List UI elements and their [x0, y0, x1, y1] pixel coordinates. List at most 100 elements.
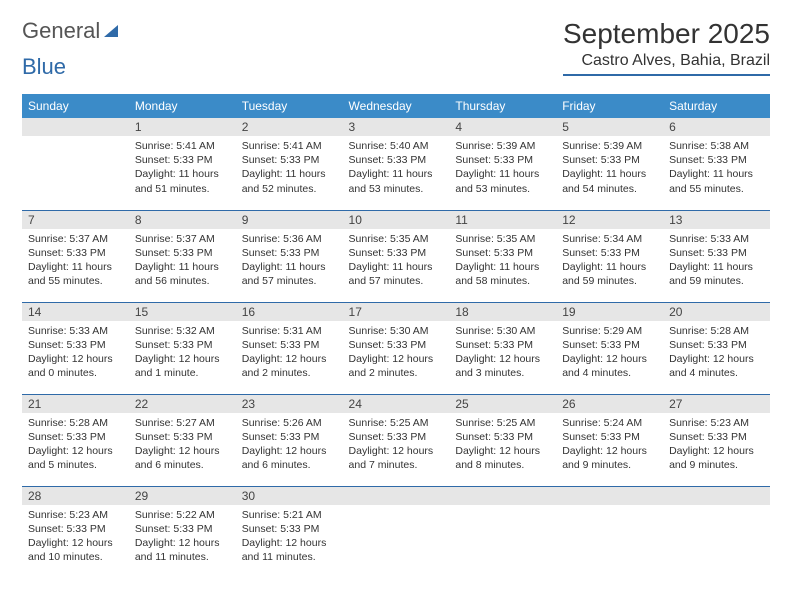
calendar-cell: 30Sunrise: 5:21 AMSunset: 5:33 PMDayligh…: [236, 486, 343, 578]
sunset-text: Sunset: 5:33 PM: [28, 338, 123, 352]
calendar-cell: 24Sunrise: 5:25 AMSunset: 5:33 PMDayligh…: [343, 394, 450, 486]
weekday-header: Thursday: [449, 94, 556, 118]
calendar-cell: 19Sunrise: 5:29 AMSunset: 5:33 PMDayligh…: [556, 302, 663, 394]
location-subtitle: Castro Alves, Bahia, Brazil: [563, 52, 770, 76]
weekday-header: Tuesday: [236, 94, 343, 118]
day-data: Sunrise: 5:41 AMSunset: 5:33 PMDaylight:…: [236, 136, 343, 201]
calendar-head: SundayMondayTuesdayWednesdayThursdayFrid…: [22, 94, 770, 118]
sunset-text: Sunset: 5:33 PM: [455, 338, 550, 352]
day-data: Sunrise: 5:41 AMSunset: 5:33 PMDaylight:…: [129, 136, 236, 201]
daylight-text: Daylight: 11 hours and 53 minutes.: [455, 167, 550, 195]
calendar-cell: 23Sunrise: 5:26 AMSunset: 5:33 PMDayligh…: [236, 394, 343, 486]
sunrise-text: Sunrise: 5:29 AM: [562, 324, 657, 338]
day-data: Sunrise: 5:23 AMSunset: 5:33 PMDaylight:…: [22, 505, 129, 570]
calendar-cell: 15Sunrise: 5:32 AMSunset: 5:33 PMDayligh…: [129, 302, 236, 394]
sunset-text: Sunset: 5:33 PM: [669, 430, 764, 444]
sunrise-text: Sunrise: 5:36 AM: [242, 232, 337, 246]
calendar-cell: 21Sunrise: 5:28 AMSunset: 5:33 PMDayligh…: [22, 394, 129, 486]
day-number: 22: [129, 395, 236, 413]
day-number: 24: [343, 395, 450, 413]
day-number-empty: [22, 118, 129, 136]
logo: General: [22, 18, 120, 44]
sunset-text: Sunset: 5:33 PM: [455, 246, 550, 260]
title-block: September 2025 Castro Alves, Bahia, Braz…: [563, 18, 770, 76]
day-data: Sunrise: 5:31 AMSunset: 5:33 PMDaylight:…: [236, 321, 343, 386]
calendar-cell: 17Sunrise: 5:30 AMSunset: 5:33 PMDayligh…: [343, 302, 450, 394]
sunrise-text: Sunrise: 5:28 AM: [669, 324, 764, 338]
daylight-text: Daylight: 12 hours and 4 minutes.: [669, 352, 764, 380]
calendar-cell: 16Sunrise: 5:31 AMSunset: 5:33 PMDayligh…: [236, 302, 343, 394]
sunrise-text: Sunrise: 5:37 AM: [28, 232, 123, 246]
day-data: Sunrise: 5:38 AMSunset: 5:33 PMDaylight:…: [663, 136, 770, 201]
sunrise-text: Sunrise: 5:34 AM: [562, 232, 657, 246]
day-number: 23: [236, 395, 343, 413]
calendar-row: 7Sunrise: 5:37 AMSunset: 5:33 PMDaylight…: [22, 210, 770, 302]
calendar-row: 1Sunrise: 5:41 AMSunset: 5:33 PMDaylight…: [22, 118, 770, 210]
sunset-text: Sunset: 5:33 PM: [349, 246, 444, 260]
day-number: 8: [129, 211, 236, 229]
sunrise-text: Sunrise: 5:27 AM: [135, 416, 230, 430]
sunset-text: Sunset: 5:33 PM: [562, 338, 657, 352]
daylight-text: Daylight: 12 hours and 11 minutes.: [242, 536, 337, 564]
sunset-text: Sunset: 5:33 PM: [669, 338, 764, 352]
day-data: Sunrise: 5:34 AMSunset: 5:33 PMDaylight:…: [556, 229, 663, 294]
day-data: Sunrise: 5:37 AMSunset: 5:33 PMDaylight:…: [129, 229, 236, 294]
day-number: 21: [22, 395, 129, 413]
day-data: Sunrise: 5:25 AMSunset: 5:33 PMDaylight:…: [343, 413, 450, 478]
day-number: 9: [236, 211, 343, 229]
calendar-row: 14Sunrise: 5:33 AMSunset: 5:33 PMDayligh…: [22, 302, 770, 394]
daylight-text: Daylight: 11 hours and 55 minutes.: [28, 260, 123, 288]
day-number: 20: [663, 303, 770, 321]
calendar-cell: 14Sunrise: 5:33 AMSunset: 5:33 PMDayligh…: [22, 302, 129, 394]
sunrise-text: Sunrise: 5:39 AM: [455, 139, 550, 153]
calendar-cell: 2Sunrise: 5:41 AMSunset: 5:33 PMDaylight…: [236, 118, 343, 210]
sunrise-text: Sunrise: 5:21 AM: [242, 508, 337, 522]
daylight-text: Daylight: 11 hours and 52 minutes.: [242, 167, 337, 195]
sunset-text: Sunset: 5:33 PM: [669, 246, 764, 260]
day-data: Sunrise: 5:28 AMSunset: 5:33 PMDaylight:…: [663, 321, 770, 386]
daylight-text: Daylight: 11 hours and 51 minutes.: [135, 167, 230, 195]
calendar-cell: 26Sunrise: 5:24 AMSunset: 5:33 PMDayligh…: [556, 394, 663, 486]
calendar-cell: 25Sunrise: 5:25 AMSunset: 5:33 PMDayligh…: [449, 394, 556, 486]
sunset-text: Sunset: 5:33 PM: [28, 430, 123, 444]
sunset-text: Sunset: 5:33 PM: [242, 338, 337, 352]
calendar-cell: [449, 486, 556, 578]
sunrise-text: Sunrise: 5:30 AM: [349, 324, 444, 338]
sunset-text: Sunset: 5:33 PM: [242, 246, 337, 260]
daylight-text: Daylight: 11 hours and 56 minutes.: [135, 260, 230, 288]
sunrise-text: Sunrise: 5:25 AM: [349, 416, 444, 430]
day-number-empty: [449, 487, 556, 505]
day-data: Sunrise: 5:35 AMSunset: 5:33 PMDaylight:…: [449, 229, 556, 294]
daylight-text: Daylight: 12 hours and 10 minutes.: [28, 536, 123, 564]
daylight-text: Daylight: 12 hours and 0 minutes.: [28, 352, 123, 380]
daylight-text: Daylight: 12 hours and 8 minutes.: [455, 444, 550, 472]
logo-triangle-icon: [104, 25, 118, 37]
sunset-text: Sunset: 5:33 PM: [562, 246, 657, 260]
sunrise-text: Sunrise: 5:39 AM: [562, 139, 657, 153]
calendar-cell: 27Sunrise: 5:23 AMSunset: 5:33 PMDayligh…: [663, 394, 770, 486]
day-number: 29: [129, 487, 236, 505]
day-number: 11: [449, 211, 556, 229]
calendar-cell: 7Sunrise: 5:37 AMSunset: 5:33 PMDaylight…: [22, 210, 129, 302]
daylight-text: Daylight: 11 hours and 59 minutes.: [562, 260, 657, 288]
daylight-text: Daylight: 11 hours and 57 minutes.: [242, 260, 337, 288]
sunrise-text: Sunrise: 5:32 AM: [135, 324, 230, 338]
day-number: 26: [556, 395, 663, 413]
calendar-cell: [663, 486, 770, 578]
sunrise-text: Sunrise: 5:33 AM: [669, 232, 764, 246]
sunset-text: Sunset: 5:33 PM: [135, 153, 230, 167]
daylight-text: Daylight: 12 hours and 5 minutes.: [28, 444, 123, 472]
sunrise-text: Sunrise: 5:23 AM: [669, 416, 764, 430]
daylight-text: Daylight: 12 hours and 1 minute.: [135, 352, 230, 380]
logo-text-1: General: [22, 18, 100, 44]
day-number: 30: [236, 487, 343, 505]
day-number: 6: [663, 118, 770, 136]
sunrise-text: Sunrise: 5:30 AM: [455, 324, 550, 338]
day-number: 4: [449, 118, 556, 136]
sunset-text: Sunset: 5:33 PM: [349, 430, 444, 444]
weekday-header: Friday: [556, 94, 663, 118]
day-data: Sunrise: 5:23 AMSunset: 5:33 PMDaylight:…: [663, 413, 770, 478]
month-title: September 2025: [563, 18, 770, 50]
day-number-empty: [663, 487, 770, 505]
sunset-text: Sunset: 5:33 PM: [28, 522, 123, 536]
